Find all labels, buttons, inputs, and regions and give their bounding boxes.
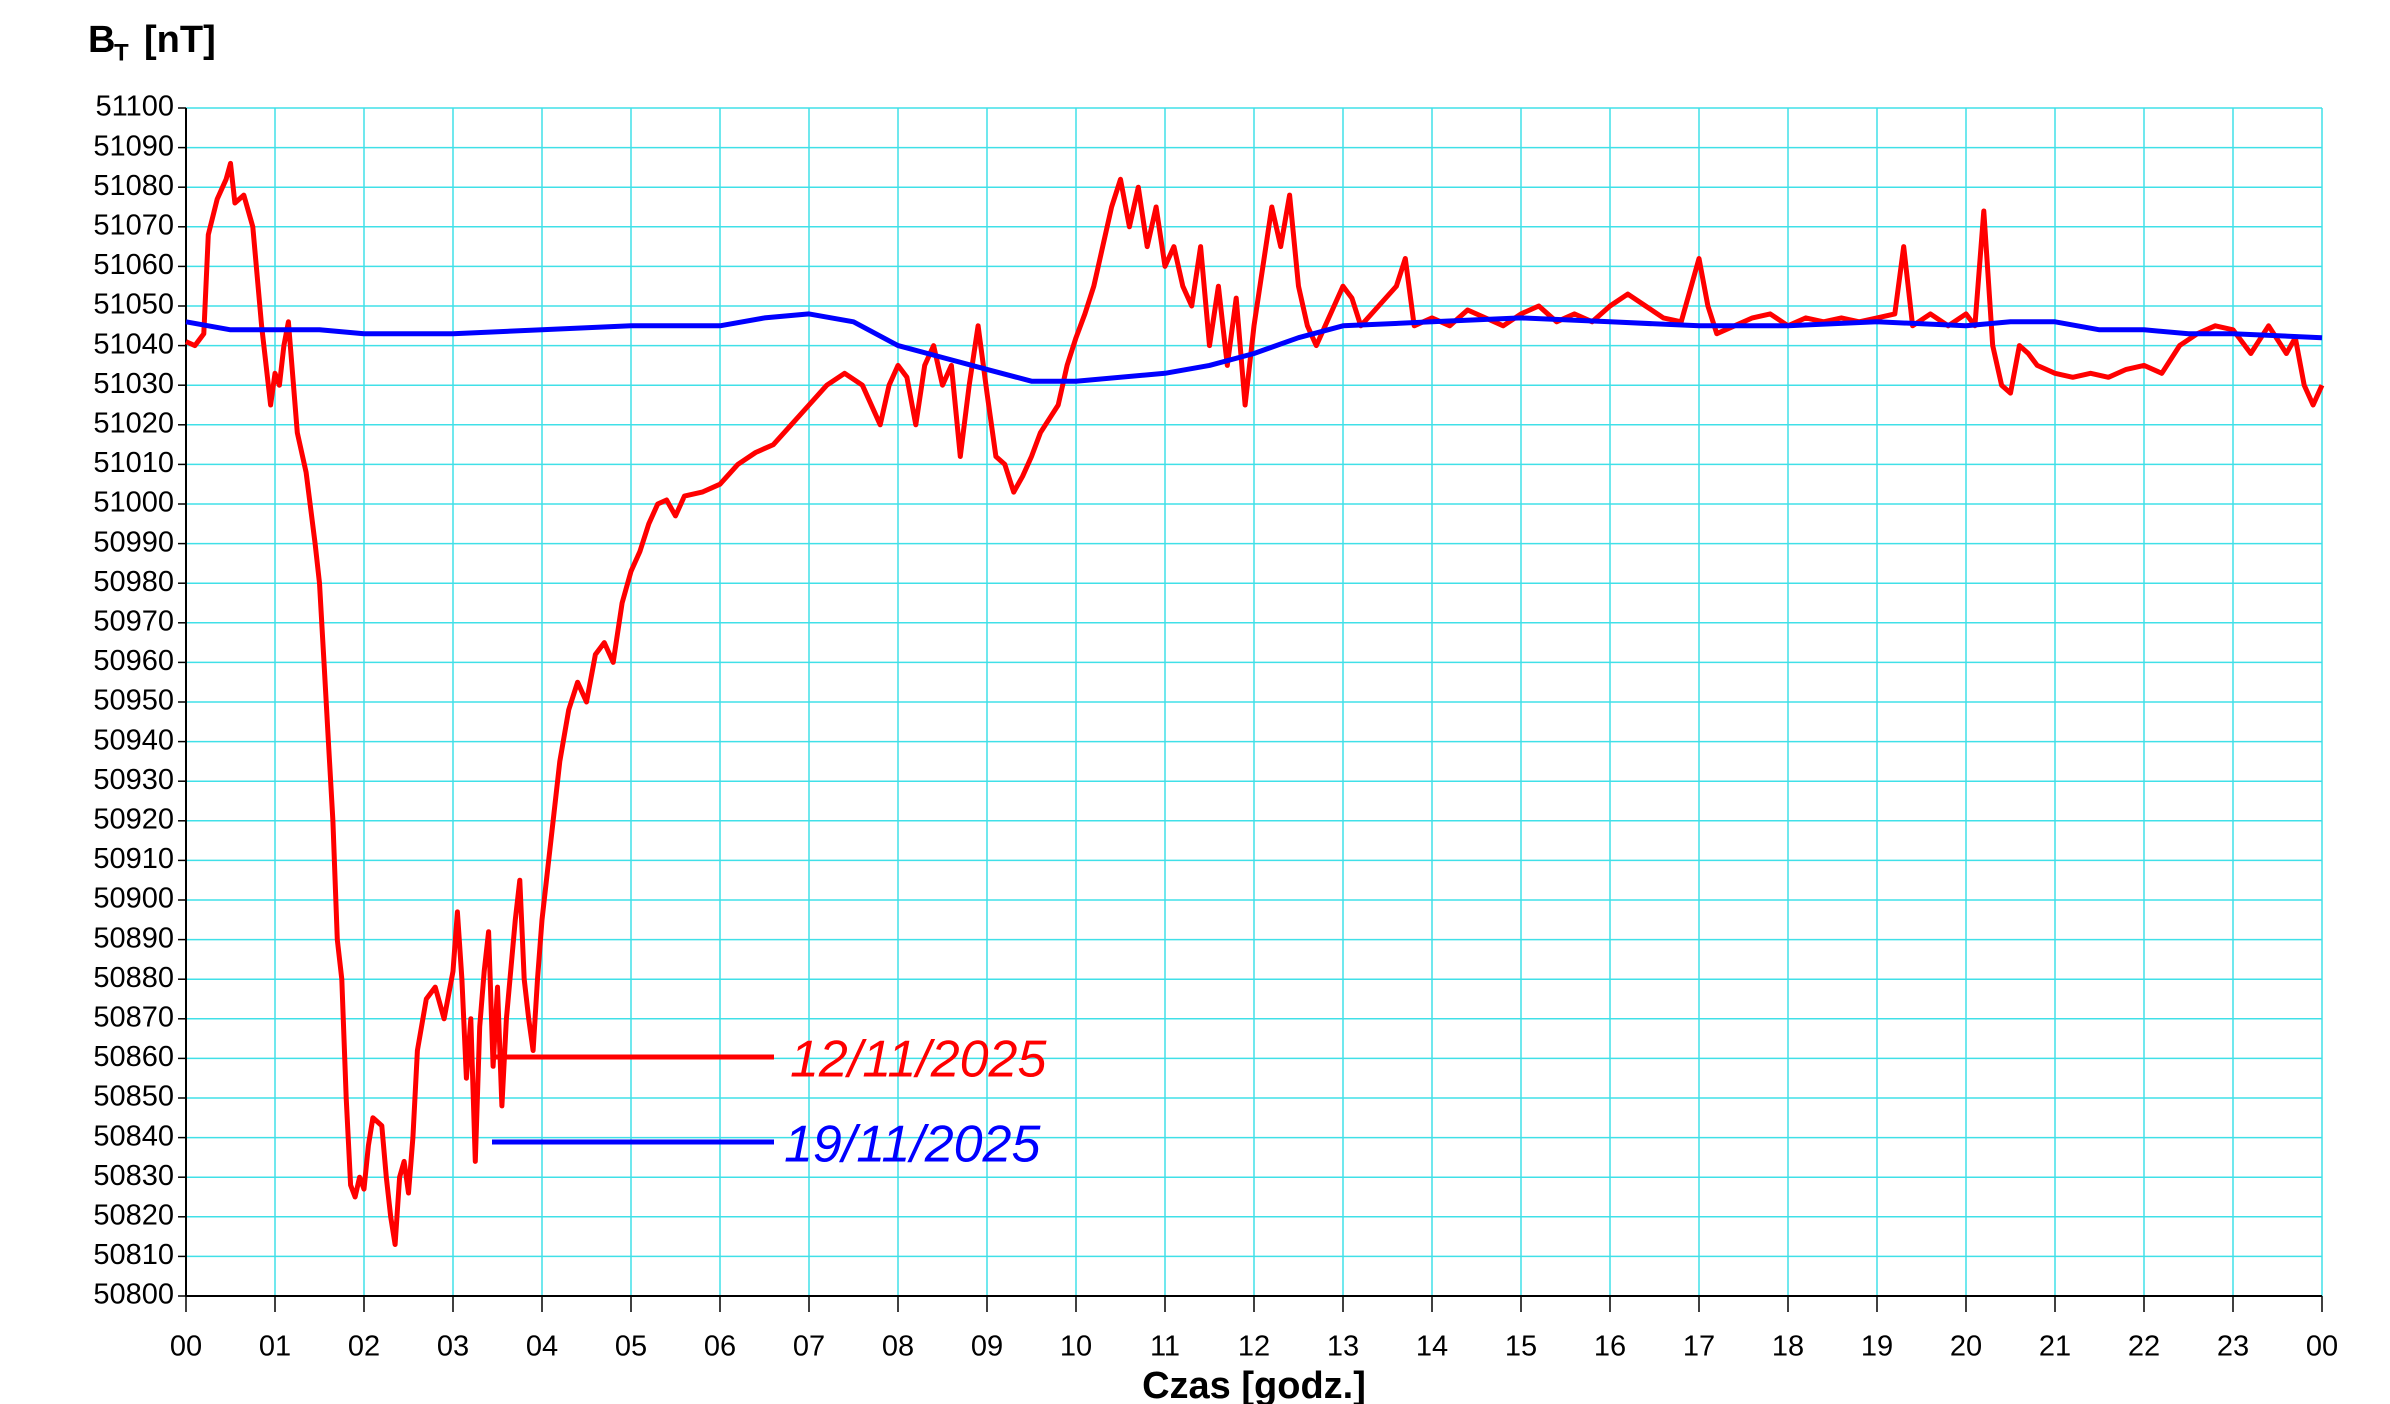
- y-tick-label: 50910: [93, 843, 174, 875]
- y-tick-label: 51000: [93, 487, 174, 519]
- y-label-unit: [nT]: [144, 19, 216, 61]
- x-label: Czas [godz.]: [1142, 1365, 1366, 1404]
- y-tick-label: 51030: [93, 368, 174, 400]
- y-tick-label: 50800: [93, 1279, 174, 1311]
- y-tick-label: 51070: [93, 209, 174, 241]
- x-tick-label: 04: [526, 1331, 558, 1363]
- x-tick-label: 22: [2128, 1331, 2160, 1363]
- data-line: [185, 311, 2323, 384]
- x-tick-label: 19: [1861, 1331, 1893, 1363]
- y-tick-label: 50840: [93, 1120, 174, 1152]
- x-tick-label: 18: [1772, 1331, 1804, 1363]
- x-tick-label: 03: [437, 1331, 469, 1363]
- x-tick-label: 05: [615, 1331, 647, 1363]
- y-tick-label: 51020: [93, 407, 174, 439]
- y-tick-label: 51060: [93, 249, 174, 281]
- y-label: B: [88, 19, 115, 61]
- y-tick-label: 51050: [93, 289, 174, 321]
- x-tick-label: 12: [1238, 1331, 1270, 1363]
- x-tick-label: 10: [1060, 1331, 1092, 1363]
- data-line: [184, 160, 2325, 1247]
- y-tick-label: 50880: [93, 962, 174, 994]
- x-tick-label: 17: [1683, 1331, 1715, 1363]
- y-tick-label: 50830: [93, 1160, 174, 1192]
- y-tick-label: 51010: [93, 447, 174, 479]
- x-tick-label: 13: [1327, 1331, 1359, 1363]
- y-tick-label: 50960: [93, 645, 174, 677]
- x-tick-label: 21: [2039, 1331, 2071, 1363]
- x-tick-label: 00: [2306, 1331, 2338, 1363]
- y-tick-label: 50860: [93, 1041, 174, 1073]
- x-tick-label: 01: [259, 1331, 291, 1363]
- x-tick-label: 14: [1416, 1331, 1448, 1363]
- y-tick-label: 51080: [93, 170, 174, 202]
- y-tick-label: 50970: [93, 605, 174, 637]
- x-tick-label: 20: [1950, 1331, 1982, 1363]
- x-tick-label: 06: [704, 1331, 736, 1363]
- x-tick-label: 16: [1594, 1331, 1626, 1363]
- legend-label: 19/11/2025: [784, 1116, 1041, 1174]
- x-tick-label: 15: [1505, 1331, 1537, 1363]
- y-tick-label: 50940: [93, 724, 174, 756]
- x-tick-label: 08: [882, 1331, 914, 1363]
- y-tick-label: 50980: [93, 566, 174, 598]
- y-tick-label: 50810: [93, 1239, 174, 1271]
- y-tick-label: 50890: [93, 922, 174, 954]
- y-tick-label: 50900: [93, 883, 174, 915]
- y-tick-label: 50930: [93, 764, 174, 796]
- y-tick-label: 50920: [93, 803, 174, 835]
- x-tick-label: 11: [1150, 1331, 1180, 1363]
- y-tick-label: 51090: [93, 130, 174, 162]
- y-tick-label: 51040: [93, 328, 174, 360]
- y-tick-label: 51100: [96, 91, 175, 123]
- x-tick-label: 02: [348, 1331, 380, 1363]
- y-tick-label: 50850: [93, 1081, 174, 1113]
- x-tick-label: 07: [793, 1331, 825, 1363]
- grid: [185, 107, 2323, 1297]
- y-tick-label: 50950: [93, 685, 174, 717]
- y-axis-title: B T [nT]: [88, 19, 216, 66]
- legend-label: 12/11/2025: [790, 1031, 1047, 1089]
- y-tick-label: 50820: [93, 1199, 174, 1231]
- x-tick-label: 00: [170, 1331, 202, 1363]
- y-tick-label: 50990: [93, 526, 174, 558]
- x-tick-label: 09: [971, 1331, 1003, 1363]
- y-label-subscript: T: [114, 39, 129, 66]
- y-tick-label: 50870: [93, 1001, 174, 1033]
- x-tick-label: 23: [2217, 1331, 2249, 1363]
